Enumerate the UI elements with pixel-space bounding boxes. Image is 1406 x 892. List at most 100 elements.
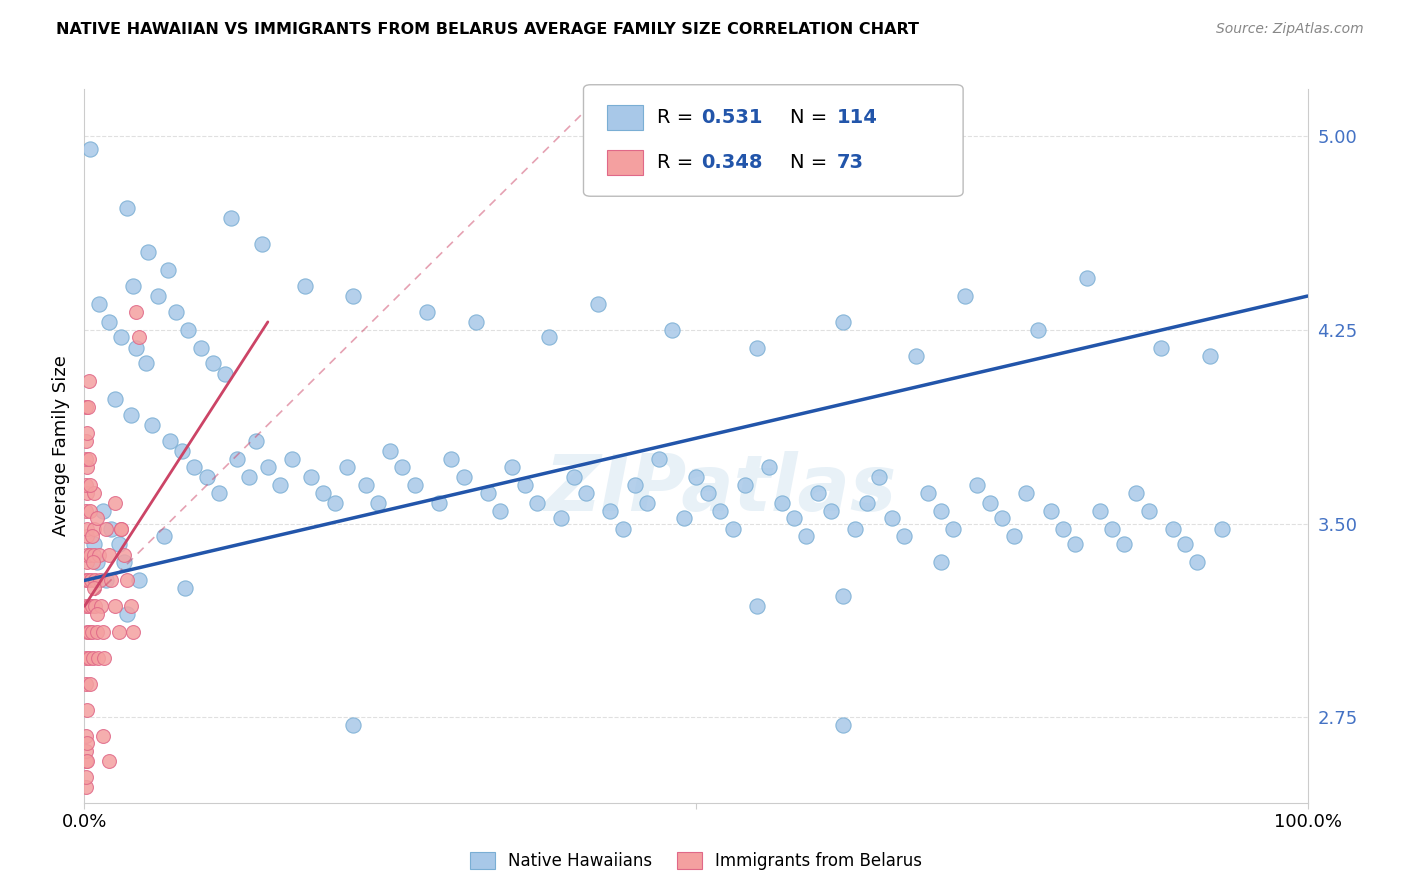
Point bbox=[77, 599, 100, 614]
Point bbox=[82, 625, 104, 640]
Text: R =: R = bbox=[657, 153, 699, 172]
Point bbox=[76, 625, 98, 640]
Point bbox=[575, 485, 598, 500]
Point bbox=[75, 451, 97, 466]
Point bbox=[172, 444, 194, 458]
Point bbox=[100, 522, 122, 536]
Point bbox=[77, 651, 100, 665]
Point bbox=[115, 607, 138, 621]
Point bbox=[1002, 529, 1025, 543]
Point bbox=[685, 470, 707, 484]
Point bbox=[1015, 485, 1038, 500]
Point bbox=[120, 599, 142, 614]
Point bbox=[794, 529, 817, 543]
Point bbox=[831, 315, 853, 329]
Point bbox=[122, 278, 145, 293]
Point bbox=[83, 485, 105, 500]
Point bbox=[201, 356, 224, 370]
Text: NATIVE HAWAIIAN VS IMMIGRANTS FROM BELARUS AVERAGE FAMILY SIZE CORRELATION CHART: NATIVE HAWAIIAN VS IMMIGRANTS FROM BELAR… bbox=[56, 22, 920, 37]
Point bbox=[80, 599, 103, 614]
Point bbox=[112, 555, 135, 569]
Point bbox=[502, 459, 524, 474]
Point bbox=[1114, 537, 1136, 551]
Point bbox=[905, 349, 928, 363]
Point bbox=[83, 548, 105, 562]
Text: N =: N = bbox=[790, 108, 834, 128]
Point bbox=[770, 496, 793, 510]
Point bbox=[86, 511, 108, 525]
Point bbox=[586, 297, 609, 311]
Point bbox=[661, 323, 683, 337]
Point bbox=[489, 503, 512, 517]
Point bbox=[342, 718, 364, 732]
Point bbox=[526, 496, 548, 510]
Point bbox=[966, 477, 988, 491]
Point bbox=[758, 459, 780, 474]
Point bbox=[146, 289, 169, 303]
Point bbox=[77, 401, 100, 415]
Text: N =: N = bbox=[790, 153, 834, 172]
Point bbox=[159, 434, 181, 448]
Point bbox=[453, 470, 475, 484]
Point bbox=[917, 485, 939, 500]
Point bbox=[83, 574, 105, 588]
Point bbox=[416, 304, 439, 318]
Point bbox=[312, 485, 335, 500]
Point bbox=[624, 477, 647, 491]
Point bbox=[79, 477, 101, 491]
Point bbox=[1137, 503, 1160, 517]
Point bbox=[75, 744, 97, 758]
Point bbox=[83, 537, 105, 551]
Point bbox=[77, 375, 100, 389]
Point bbox=[991, 511, 1014, 525]
Point bbox=[97, 548, 120, 562]
Point bbox=[76, 755, 98, 769]
Point bbox=[75, 401, 97, 415]
Point bbox=[404, 477, 426, 491]
Point bbox=[238, 470, 260, 484]
Point bbox=[1198, 349, 1220, 363]
Point bbox=[880, 511, 903, 525]
Point bbox=[82, 555, 104, 569]
Point bbox=[87, 651, 110, 665]
Point bbox=[190, 341, 212, 355]
Point bbox=[612, 522, 634, 536]
Point bbox=[128, 330, 150, 344]
Point bbox=[550, 511, 572, 525]
Point bbox=[354, 477, 377, 491]
Point bbox=[89, 574, 111, 588]
Point bbox=[195, 470, 218, 484]
Point bbox=[165, 304, 187, 318]
Point bbox=[177, 323, 200, 337]
Point bbox=[110, 522, 132, 536]
Point bbox=[721, 522, 744, 536]
Point bbox=[75, 434, 97, 448]
Point bbox=[125, 304, 148, 318]
Point bbox=[783, 511, 806, 525]
Point bbox=[1028, 323, 1050, 337]
Point bbox=[856, 496, 879, 510]
Point bbox=[80, 574, 103, 588]
Point bbox=[96, 522, 118, 536]
Point bbox=[76, 522, 98, 536]
Point bbox=[77, 625, 100, 640]
Point bbox=[110, 330, 132, 344]
Point bbox=[336, 459, 359, 474]
Point bbox=[77, 574, 100, 588]
Point bbox=[807, 485, 830, 500]
Text: Source: ZipAtlas.com: Source: ZipAtlas.com bbox=[1216, 22, 1364, 37]
Point bbox=[464, 315, 486, 329]
Point bbox=[93, 651, 115, 665]
Point bbox=[831, 718, 853, 732]
Point bbox=[672, 511, 695, 525]
Point bbox=[747, 341, 769, 355]
Point bbox=[929, 503, 952, 517]
Point bbox=[87, 297, 110, 311]
Point bbox=[75, 755, 97, 769]
Point bbox=[219, 211, 242, 226]
Text: 114: 114 bbox=[837, 108, 877, 128]
Point bbox=[299, 470, 322, 484]
Point bbox=[76, 426, 98, 441]
Point bbox=[120, 408, 142, 422]
Point bbox=[75, 770, 97, 784]
